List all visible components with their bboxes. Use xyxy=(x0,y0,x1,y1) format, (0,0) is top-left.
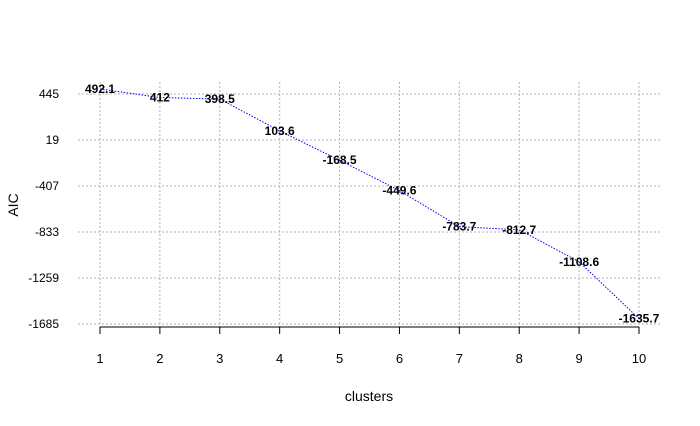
series-segment xyxy=(399,190,460,228)
series-segment xyxy=(518,229,580,263)
series-segment xyxy=(459,226,520,231)
y-tick-label: -1685 xyxy=(28,317,59,331)
data-label: 492.1 xyxy=(85,82,115,96)
x-tick-label: 2 xyxy=(156,351,163,366)
data-label: 103.6 xyxy=(265,124,295,138)
y-tick-label: -1259 xyxy=(28,271,59,285)
y-tick-label: -407 xyxy=(35,179,59,193)
series-segment xyxy=(279,130,340,161)
data-label: 412 xyxy=(150,91,170,105)
x-tick-label: 8 xyxy=(516,351,523,366)
data-label: -1108.6 xyxy=(559,255,599,269)
data-label: -449.6 xyxy=(382,184,416,198)
data-label: 398.5 xyxy=(205,92,235,106)
y-axis-title: AIC xyxy=(5,193,21,216)
x-ticks: 1 2 3 4 5 6 7 8 9 10 xyxy=(96,327,646,366)
x-tick-label: 1 xyxy=(96,351,103,366)
series-segment xyxy=(99,88,160,99)
x-tick-label: 9 xyxy=(575,351,582,366)
series-segment xyxy=(219,98,280,132)
x-tick-label: 6 xyxy=(396,351,403,366)
x-tick-label: 5 xyxy=(336,351,343,366)
x-axis-title: clusters xyxy=(345,388,393,404)
series-segment xyxy=(578,261,640,320)
x-tick-label: 7 xyxy=(456,351,463,366)
y-tick-label: -833 xyxy=(35,225,59,239)
x-tick-label: 3 xyxy=(216,351,223,366)
series-group xyxy=(99,88,640,320)
data-labels: 492.1 412 398.5 103.6 -168.5 -449.6 -783.7 -812… xyxy=(85,82,660,326)
y-ticks: 445 19 -407 -833 -1259 -1685 xyxy=(28,87,59,331)
series-segment xyxy=(159,97,220,100)
data-label: -1635.7 xyxy=(619,312,660,326)
series-segment xyxy=(339,159,400,192)
x-tick-label: 4 xyxy=(276,351,283,366)
y-tick-label: 19 xyxy=(46,133,60,147)
data-label: -783.7 xyxy=(442,220,476,234)
data-label: -812.7 xyxy=(502,223,536,237)
data-label: -168.5 xyxy=(323,153,357,167)
x-tick-label: 10 xyxy=(632,351,646,366)
grid-lines xyxy=(78,82,662,327)
y-tick-label: 445 xyxy=(39,87,59,101)
